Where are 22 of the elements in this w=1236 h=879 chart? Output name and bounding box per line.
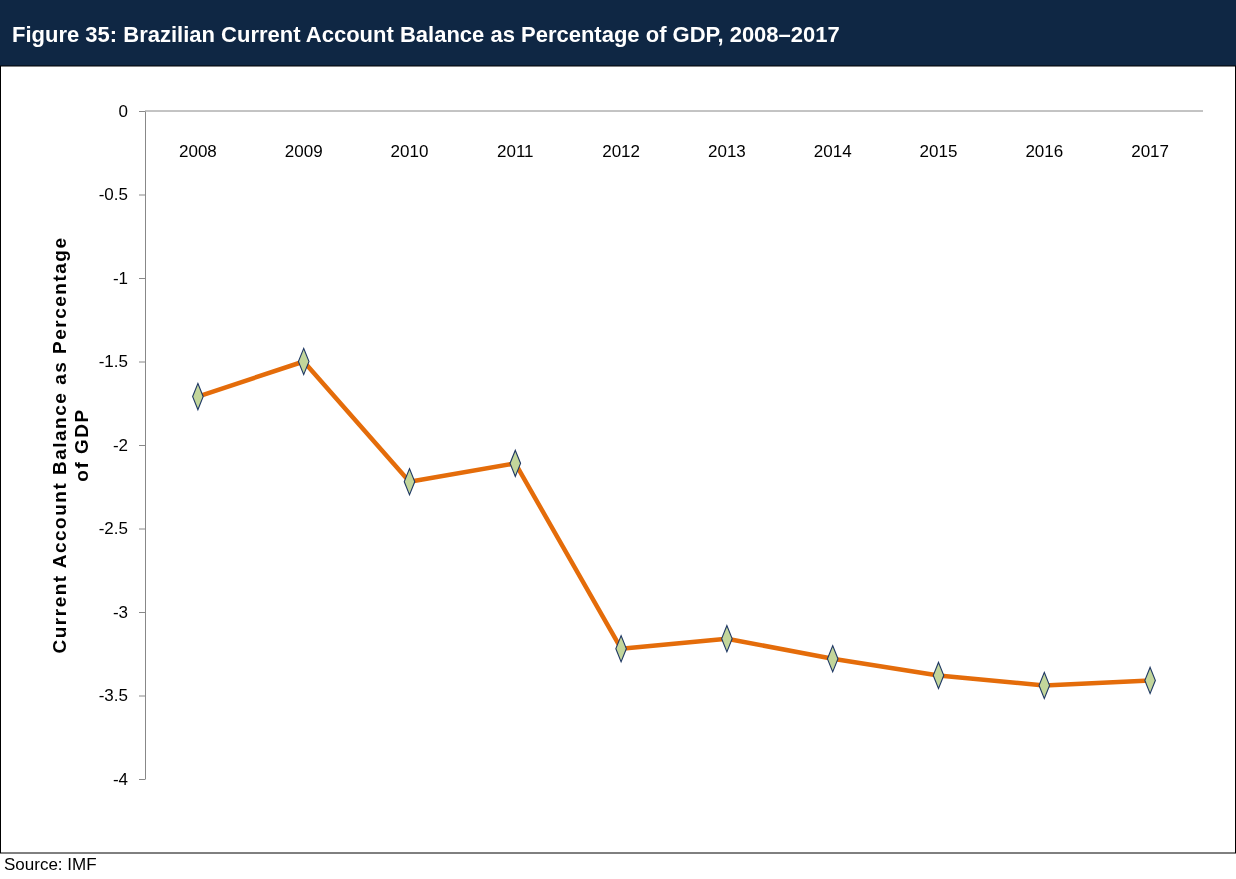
x-tick-label: 2012 [602, 142, 641, 161]
y-tick-label: -0.5 [98, 185, 128, 205]
y-tick-label: -1 [112, 268, 128, 288]
y-tick-label: -1.5 [98, 352, 128, 372]
x-tick-label: 2017 [1131, 142, 1170, 161]
y-tick-label: -3.5 [98, 686, 128, 706]
chart-title: Figure 35: Brazilian Current Account Balance as Percentage of GDP, 2008–2017 [12, 22, 840, 47]
x-tick-label: 2015 [919, 142, 958, 161]
x-tick-label: 2016 [1025, 142, 1064, 161]
x-tick-label: 2014 [813, 142, 852, 161]
x-tick-label: 2009 [284, 142, 323, 161]
x-tick-label: 2013 [707, 142, 746, 161]
y-tick-label: -3 [112, 602, 128, 622]
y-axis-title: Current Account Balance as Percentage of GDP [49, 236, 92, 654]
y-tick-label: -4 [112, 769, 128, 789]
x-tick-label: 2010 [390, 142, 429, 161]
x-tick-label: 2008 [178, 142, 217, 161]
source-note: Source: IMF [4, 855, 97, 874]
y-tick-label: -2.5 [98, 519, 128, 539]
y-tick-label: 0 [118, 101, 128, 121]
y-tick-label: -2 [112, 435, 128, 455]
x-tick-label: 2011 [497, 142, 534, 161]
